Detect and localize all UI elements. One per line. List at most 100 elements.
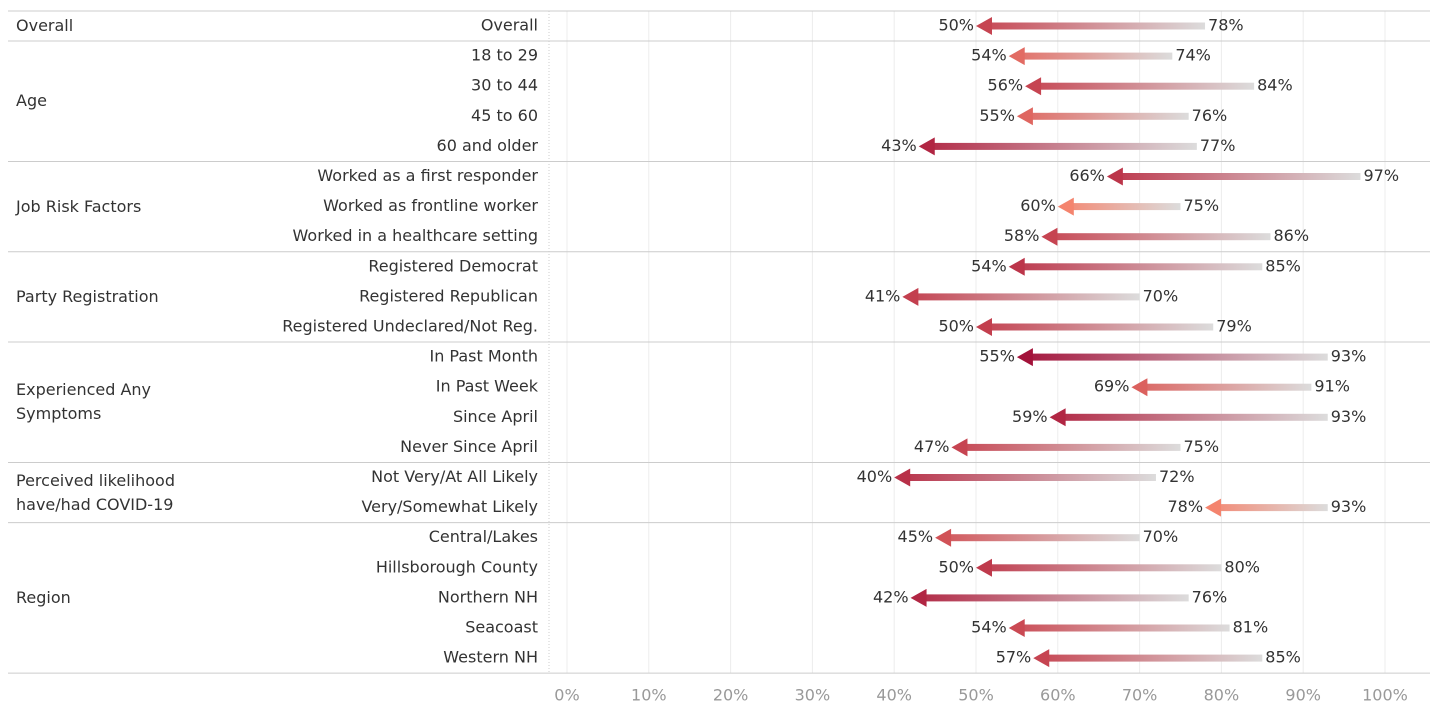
x-tick-label: 90% bbox=[1285, 686, 1321, 705]
value-label: 43% bbox=[881, 136, 917, 155]
arrow-head bbox=[1016, 107, 1033, 126]
arrow-head bbox=[1041, 227, 1058, 246]
value-label: 81% bbox=[1233, 618, 1269, 637]
arrow-head bbox=[1131, 378, 1148, 397]
arrow-shaft bbox=[1037, 82, 1255, 90]
arrow-head bbox=[918, 137, 935, 156]
arrow-head bbox=[1008, 47, 1025, 66]
category-label: 45 to 60 bbox=[471, 106, 538, 125]
arrow-shaft bbox=[988, 323, 1214, 331]
arrow-shaft bbox=[1020, 624, 1230, 632]
category-label: Since April bbox=[453, 407, 538, 426]
value-label: 75% bbox=[1184, 196, 1220, 215]
x-tick-label: 0% bbox=[554, 686, 579, 705]
category-label: In Past Week bbox=[436, 377, 539, 396]
arrow-shaft bbox=[1020, 52, 1173, 60]
arrow-shaft bbox=[1143, 383, 1312, 391]
category-label: Worked as frontline worker bbox=[323, 196, 538, 215]
value-label: 91% bbox=[1314, 377, 1350, 396]
value-label: 97% bbox=[1363, 166, 1399, 185]
value-label: 60% bbox=[1020, 196, 1056, 215]
category-label: Worked as a first responder bbox=[317, 166, 538, 185]
value-label: 55% bbox=[979, 347, 1015, 366]
value-label: 54% bbox=[971, 618, 1007, 637]
category-label: Northern NH bbox=[438, 587, 538, 606]
group-label: Experienced Any Symptoms bbox=[16, 380, 152, 424]
arrow-shaft bbox=[914, 293, 1140, 301]
category-label: Registered Democrat bbox=[368, 256, 538, 275]
category-label: 60 and older bbox=[437, 136, 539, 155]
arrow-shaft bbox=[1028, 112, 1189, 120]
value-label: 76% bbox=[1192, 106, 1228, 125]
category-label: Never Since April bbox=[400, 437, 538, 456]
arrow-shaft bbox=[963, 443, 1181, 451]
value-label: 77% bbox=[1200, 136, 1236, 155]
category-label: In Past Month bbox=[429, 347, 538, 366]
value-label: 54% bbox=[971, 256, 1007, 275]
arrow-shaft bbox=[1061, 413, 1328, 421]
x-tick-label: 20% bbox=[713, 686, 749, 705]
category-label: Worked in a healthcare setting bbox=[293, 226, 538, 245]
category-label: 18 to 29 bbox=[471, 46, 538, 65]
arrow-head bbox=[976, 318, 992, 336]
arrow-shaft bbox=[1217, 504, 1328, 512]
arrow-head bbox=[1016, 348, 1033, 367]
value-label: 55% bbox=[979, 106, 1015, 125]
category-label: Very/Somewhat Likely bbox=[361, 497, 538, 516]
value-label: 50% bbox=[938, 557, 974, 576]
arrow-head bbox=[1057, 197, 1074, 216]
value-label: 80% bbox=[1224, 557, 1260, 576]
value-label: 47% bbox=[914, 437, 950, 456]
arrow-head bbox=[902, 287, 919, 306]
value-label: 59% bbox=[1012, 407, 1048, 426]
value-label: 93% bbox=[1331, 497, 1367, 516]
category-label: 30 to 44 bbox=[471, 76, 538, 95]
x-tick-label: 30% bbox=[795, 686, 831, 705]
arrow-shaft bbox=[1028, 353, 1328, 361]
value-label: 85% bbox=[1265, 256, 1301, 275]
arrow-head bbox=[976, 558, 992, 577]
value-label: 93% bbox=[1331, 407, 1367, 426]
x-tick-label: 80% bbox=[1204, 686, 1240, 705]
category-label: Hillsborough County bbox=[376, 557, 538, 576]
x-tick-label: 100% bbox=[1362, 686, 1408, 705]
value-label: 70% bbox=[1143, 286, 1179, 305]
x-tick-label: 70% bbox=[1122, 686, 1158, 705]
arrow-head bbox=[951, 438, 968, 457]
arrow-shaft bbox=[1045, 654, 1263, 662]
arrow-shaft bbox=[1118, 173, 1361, 180]
arrow-shaft bbox=[1069, 203, 1181, 211]
value-label: 76% bbox=[1192, 587, 1228, 606]
arrow-head bbox=[910, 588, 927, 607]
value-label: 57% bbox=[996, 648, 1032, 667]
category-label: Registered Undeclared/Not Reg. bbox=[282, 317, 538, 336]
x-tick-label: 60% bbox=[1040, 686, 1076, 705]
value-label: 78% bbox=[1167, 497, 1203, 516]
value-label: 75% bbox=[1184, 437, 1220, 456]
category-label: Registered Republican bbox=[359, 286, 538, 305]
value-label: 74% bbox=[1175, 46, 1211, 65]
category-label: Western NH bbox=[443, 648, 538, 667]
value-label: 54% bbox=[971, 46, 1007, 65]
arrow-shaft bbox=[1053, 233, 1271, 241]
arrow-head bbox=[894, 468, 911, 487]
arrow-head bbox=[1205, 498, 1222, 517]
value-label: 45% bbox=[898, 527, 934, 546]
value-label: 56% bbox=[988, 76, 1024, 95]
arrow-head bbox=[1106, 167, 1123, 186]
value-label: 84% bbox=[1257, 76, 1293, 95]
arrow-shaft bbox=[1020, 263, 1263, 271]
value-label: 50% bbox=[938, 16, 974, 35]
arrow-head bbox=[1049, 408, 1066, 427]
x-tick-label: 50% bbox=[958, 686, 994, 705]
value-label: 41% bbox=[865, 286, 901, 305]
value-label: 40% bbox=[857, 467, 893, 486]
arrow-head bbox=[935, 528, 952, 547]
value-label: 93% bbox=[1331, 347, 1367, 366]
category-label: Seacoast bbox=[465, 618, 538, 637]
arrow-head bbox=[1008, 257, 1025, 276]
arrow-head bbox=[1008, 619, 1025, 637]
value-label: 69% bbox=[1094, 377, 1130, 396]
